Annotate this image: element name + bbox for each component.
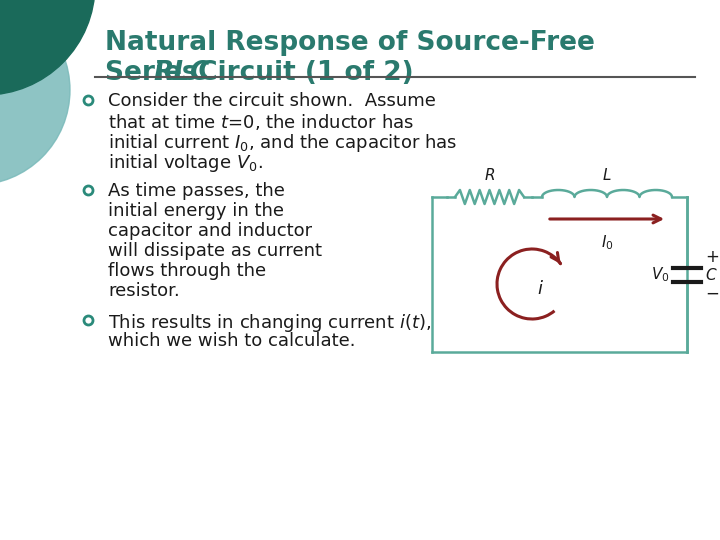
Text: Circuit (1 of 2): Circuit (1 of 2) xyxy=(189,60,413,86)
Text: This results in changing current $i(t)$,: This results in changing current $i(t)$, xyxy=(108,312,431,334)
Text: $i$: $i$ xyxy=(536,280,544,298)
Text: $I_0$: $I_0$ xyxy=(600,233,613,252)
Circle shape xyxy=(0,0,70,185)
Text: initial current $I_0$, and the capacitor has: initial current $I_0$, and the capacitor… xyxy=(108,132,457,154)
Text: initial voltage $V_0$.: initial voltage $V_0$. xyxy=(108,152,263,174)
Text: +: + xyxy=(705,247,719,266)
Text: As time passes, the: As time passes, the xyxy=(108,182,285,200)
Text: initial energy in the: initial energy in the xyxy=(108,202,284,220)
Text: $L$: $L$ xyxy=(602,167,612,183)
Text: Consider the circuit shown.  Assume: Consider the circuit shown. Assume xyxy=(108,92,436,110)
Text: Series: Series xyxy=(105,60,207,86)
Text: $C$: $C$ xyxy=(705,267,718,282)
Text: flows through the: flows through the xyxy=(108,262,266,280)
Text: which we wish to calculate.: which we wish to calculate. xyxy=(108,332,356,350)
Text: $-$: $-$ xyxy=(705,284,719,301)
Text: $R$: $R$ xyxy=(484,167,495,183)
Text: that at time $t$=0, the inductor has: that at time $t$=0, the inductor has xyxy=(108,112,414,132)
Text: will dissipate as current: will dissipate as current xyxy=(108,242,322,260)
Text: RLC: RLC xyxy=(153,60,210,86)
Text: resistor.: resistor. xyxy=(108,282,180,300)
Text: $V_0$: $V_0$ xyxy=(652,265,670,284)
Circle shape xyxy=(0,0,95,95)
Text: capacitor and inductor: capacitor and inductor xyxy=(108,222,312,240)
Text: Natural Response of Source-Free: Natural Response of Source-Free xyxy=(105,30,595,56)
